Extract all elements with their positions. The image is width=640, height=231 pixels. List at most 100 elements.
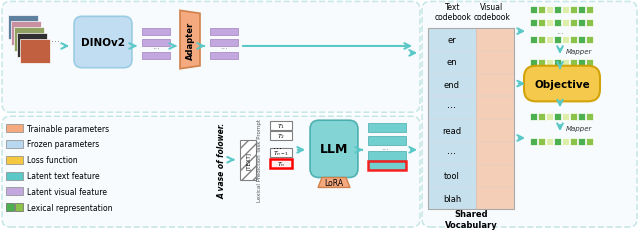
Bar	[562, 60, 569, 67]
Text: end: end	[444, 81, 460, 90]
Bar	[554, 7, 561, 14]
Text: ···: ···	[152, 45, 160, 54]
Bar	[546, 60, 553, 67]
Bar	[476, 142, 514, 164]
Bar	[11, 22, 41, 46]
Text: LoRA: LoRA	[324, 178, 344, 187]
Bar	[15, 203, 23, 211]
Bar	[530, 37, 537, 44]
Bar	[538, 7, 545, 14]
Text: Frozen parameters: Frozen parameters	[27, 140, 99, 149]
Bar	[538, 37, 545, 44]
Text: Loss function: Loss function	[27, 155, 77, 164]
Bar	[578, 138, 585, 145]
Bar	[578, 37, 585, 44]
Text: Latent text feature: Latent text feature	[27, 171, 100, 180]
Text: ···: ···	[273, 143, 282, 153]
Polygon shape	[318, 178, 350, 188]
Bar	[14, 28, 44, 52]
Bar	[476, 29, 514, 51]
Text: ···: ···	[447, 103, 456, 113]
Bar	[476, 97, 514, 119]
Text: Visual
codebook: Visual codebook	[474, 3, 511, 22]
Bar	[6, 203, 14, 211]
FancyBboxPatch shape	[2, 117, 420, 227]
Bar	[562, 7, 569, 14]
Bar	[428, 74, 476, 96]
Text: $T_1$: $T_1$	[277, 122, 285, 131]
Bar	[17, 34, 47, 58]
Bar	[586, 7, 593, 14]
Bar	[142, 40, 170, 47]
Bar	[586, 60, 593, 67]
Text: Objective: Objective	[534, 79, 590, 89]
Bar	[578, 60, 585, 67]
Text: ···: ···	[51, 37, 60, 47]
Text: Lexical representation: Lexical representation	[27, 203, 113, 212]
Bar	[538, 20, 545, 27]
Bar	[554, 60, 561, 67]
Text: $T_{n-1}$: $T_{n-1}$	[273, 148, 289, 157]
Bar	[538, 114, 545, 121]
Bar	[142, 29, 170, 36]
Bar	[554, 20, 561, 27]
FancyBboxPatch shape	[422, 3, 637, 227]
Polygon shape	[180, 11, 200, 70]
Text: DINOv2: DINOv2	[81, 38, 125, 48]
Text: en: en	[447, 58, 458, 67]
Bar	[428, 29, 476, 51]
Bar	[554, 37, 561, 44]
Bar	[428, 29, 514, 209]
Bar	[210, 29, 238, 36]
FancyBboxPatch shape	[2, 3, 420, 113]
Bar	[428, 97, 476, 119]
Bar	[562, 37, 569, 44]
Bar	[530, 7, 537, 14]
Bar	[428, 188, 476, 209]
Bar	[530, 114, 537, 121]
Text: Lexical Prediction Task Prompt: Lexical Prediction Task Prompt	[257, 119, 262, 201]
Bar	[142, 53, 170, 60]
Bar	[578, 20, 585, 27]
Bar	[546, 138, 553, 145]
Bar	[570, 20, 577, 27]
Bar	[6, 172, 23, 180]
Bar	[368, 137, 406, 145]
Text: read: read	[442, 126, 461, 135]
Text: blah: blah	[443, 194, 461, 203]
Bar	[428, 142, 476, 164]
Bar	[240, 140, 256, 180]
Bar	[554, 114, 561, 121]
Text: er: er	[447, 35, 456, 44]
Text: $T_n$: $T_n$	[277, 159, 285, 168]
Text: Text
codebook: Text codebook	[435, 3, 472, 22]
Bar	[586, 37, 593, 44]
Bar	[210, 40, 238, 47]
Bar	[476, 165, 514, 187]
Bar	[570, 114, 577, 121]
Bar	[210, 53, 238, 60]
FancyBboxPatch shape	[524, 67, 600, 102]
Bar	[20, 40, 50, 64]
Text: tool: tool	[444, 171, 460, 180]
Text: LLM: LLM	[320, 143, 348, 156]
Bar	[270, 122, 292, 131]
Text: Trainable parameters: Trainable parameters	[27, 124, 109, 133]
Bar	[546, 7, 553, 14]
Bar	[530, 20, 537, 27]
Bar	[6, 188, 23, 195]
Bar	[6, 156, 23, 164]
Bar	[570, 138, 577, 145]
Text: ···: ···	[220, 45, 228, 54]
Bar	[530, 138, 537, 145]
FancyBboxPatch shape	[74, 17, 132, 68]
Bar	[562, 114, 569, 121]
Bar	[476, 188, 514, 209]
Bar	[578, 114, 585, 121]
Bar	[570, 7, 577, 14]
Bar	[476, 52, 514, 73]
Bar	[270, 159, 292, 168]
Bar	[270, 148, 292, 157]
Bar	[546, 20, 553, 27]
Bar	[476, 120, 514, 141]
